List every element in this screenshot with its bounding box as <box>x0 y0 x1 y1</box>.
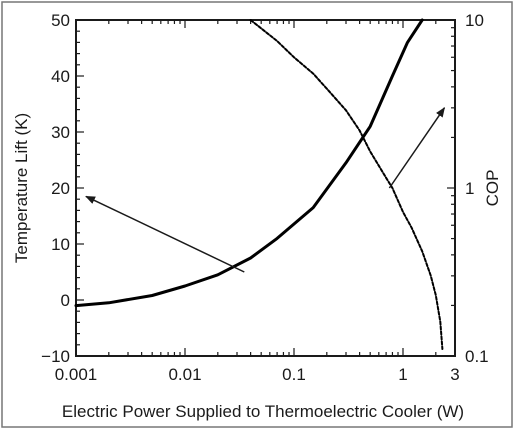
left-y-axis-title: Temperature Lift (K) <box>12 113 31 263</box>
right-y-tick-labels: 0.1 1 10 <box>465 11 489 366</box>
right-y-tick-label: 0.1 <box>465 347 489 366</box>
x-tick-label: 0.1 <box>282 365 306 384</box>
x-tick-labels: 0.001 0.01 0.1 1 3 <box>55 365 460 384</box>
data-series <box>74 18 444 350</box>
x-axis-title: Electric Power Supplied to Thermoelectri… <box>62 402 464 421</box>
left-y-tick-label: 40 <box>51 67 70 86</box>
annotation-arrows <box>85 107 446 273</box>
cop-dashed-line <box>249 19 444 350</box>
arrow-to-left-axis <box>85 195 245 273</box>
left-y-tick-label: 50 <box>51 11 70 30</box>
temperature-lift-solid-line <box>74 18 424 308</box>
left-y-tick-labels: −10 0 10 20 30 40 50 <box>41 11 70 366</box>
axis-ticks <box>76 20 455 356</box>
left-y-tick-label: 10 <box>51 235 70 254</box>
arrow-to-right-axis <box>388 107 446 189</box>
right-y-tick-label: 10 <box>465 11 484 30</box>
right-y-axis-title: COP <box>483 170 502 207</box>
left-y-tick-label: 20 <box>51 179 70 198</box>
right-y-tick-label: 1 <box>465 179 474 198</box>
x-tick-label: 3 <box>450 365 459 384</box>
left-y-tick-label: 30 <box>51 123 70 142</box>
left-y-tick-label: −10 <box>41 347 70 366</box>
x-tick-label: 1 <box>398 365 407 384</box>
left-y-tick-label: 0 <box>61 291 70 310</box>
x-tick-label: 0.001 <box>55 365 98 384</box>
x-tick-label: 0.01 <box>168 365 201 384</box>
